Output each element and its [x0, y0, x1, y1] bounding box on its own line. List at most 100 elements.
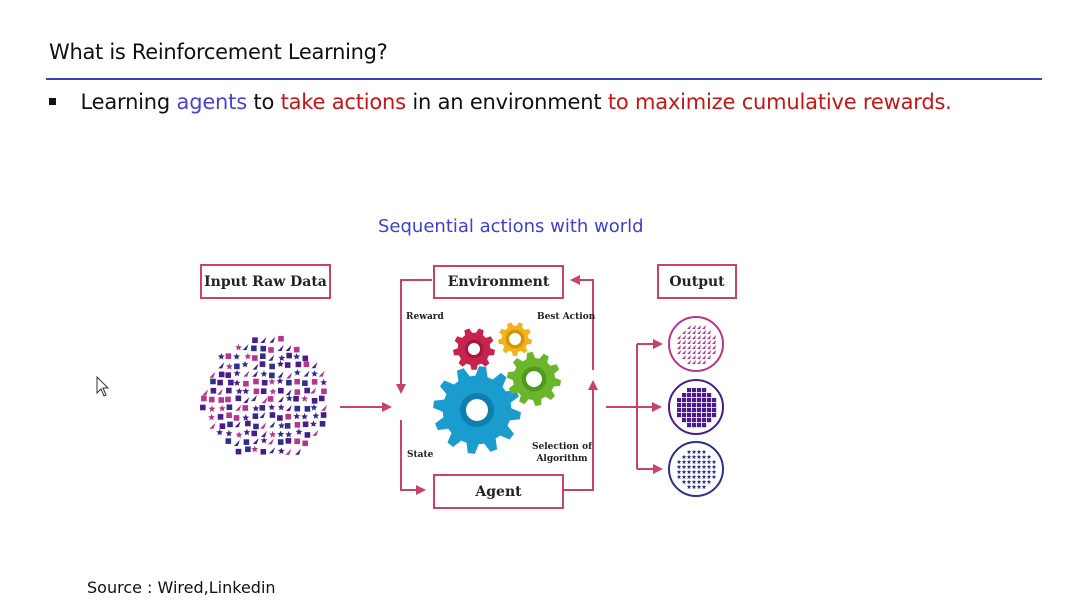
cluster-square [303, 361, 310, 368]
source-citation: Source : Wired,Linkedin [87, 578, 276, 597]
cluster-star [320, 378, 328, 386]
mouse-cursor-icon [96, 375, 110, 397]
output-mark [692, 388, 697, 393]
cluster-star [311, 370, 318, 377]
output-mark [692, 340, 696, 344]
cluster-arrow [269, 336, 276, 343]
output-mark [702, 393, 707, 398]
cluster-square [269, 372, 275, 379]
cluster-square [268, 347, 274, 353]
output-mark [706, 464, 712, 469]
cluster-arrow [209, 422, 216, 429]
cluster-square [225, 438, 232, 444]
cluster-star [295, 428, 303, 435]
slide-title: What is Reinforcement Learning? [49, 40, 388, 64]
output-mark [687, 418, 692, 423]
cluster-square [293, 346, 300, 353]
cluster-star [243, 428, 251, 436]
output-mark [691, 449, 697, 454]
output-mark [687, 345, 691, 349]
cluster-arrow [285, 405, 292, 412]
cluster-square [293, 395, 299, 402]
output-mark [686, 469, 692, 474]
output-mark [686, 459, 692, 464]
output-mark [706, 474, 712, 479]
output-mark [697, 330, 701, 334]
output-mark [692, 350, 696, 354]
output-mark [702, 398, 707, 403]
cluster-square [294, 438, 300, 445]
cluster-square [253, 388, 260, 395]
output-mark [702, 330, 706, 334]
output-mark [701, 479, 707, 484]
agent-box: Agent [433, 474, 564, 509]
output-mark [701, 474, 707, 479]
output-mark [687, 403, 692, 408]
output-mark [682, 350, 686, 354]
output-mark [712, 345, 716, 349]
cluster-square [302, 380, 308, 386]
output-mark [691, 474, 697, 479]
output-mark [697, 335, 701, 339]
output-mark [697, 403, 702, 408]
bullet-marker [49, 97, 56, 105]
cluster-square [259, 405, 266, 411]
cluster-square [253, 423, 259, 430]
cluster-square [225, 372, 232, 378]
output-mark [676, 464, 682, 469]
cluster-square [252, 413, 259, 419]
output-mark [701, 459, 707, 464]
cluster-square [251, 345, 257, 352]
cluster-arrow [285, 448, 292, 455]
output-mark [712, 398, 717, 403]
cluster-square [227, 421, 233, 428]
cluster-star [235, 343, 242, 351]
output-mark [677, 403, 682, 408]
output-mark [677, 335, 681, 339]
cluster-square [302, 440, 308, 447]
diagram-caption: Sequential actions with world [378, 216, 644, 237]
cluster-arrow [277, 396, 284, 403]
cluster-star [251, 445, 259, 453]
cluster-square [321, 388, 327, 395]
output-mark [701, 464, 707, 469]
cluster-star [268, 378, 276, 385]
cluster-arrow [234, 421, 241, 428]
output-mark [686, 449, 692, 454]
cluster-arrow [277, 344, 284, 351]
output-mark [711, 459, 717, 464]
output-mark [712, 340, 716, 344]
gear-hole [468, 343, 480, 355]
cluster-square [284, 423, 291, 429]
cluster-arrow [295, 448, 302, 455]
cluster-square [260, 448, 267, 455]
output-mark [692, 360, 696, 364]
best-action-arrow [570, 275, 594, 370]
output-mark [696, 484, 702, 489]
output-mark [702, 350, 706, 354]
cluster-star [241, 360, 249, 368]
cluster-square [295, 361, 302, 368]
cluster-square [200, 404, 206, 411]
cluster-square [286, 352, 292, 359]
cluster-square [252, 355, 258, 361]
selection-of-algorithm-label: Selection of Algorithm [530, 441, 594, 465]
cluster-star [216, 428, 224, 436]
output-mark [707, 398, 712, 403]
cluster-star [278, 447, 285, 454]
output-mark [692, 403, 697, 408]
cluster-square [245, 420, 251, 427]
cluster-arrow [218, 362, 225, 369]
output-mark [697, 398, 702, 403]
cluster-square [267, 396, 274, 402]
output-mark [697, 423, 702, 428]
cluster-arrow [318, 370, 325, 377]
output-mark [682, 418, 687, 423]
reward-label: Reward [406, 312, 444, 322]
output-mark [692, 325, 696, 329]
cluster-arrow [259, 412, 266, 419]
output-mark [702, 355, 706, 359]
cluster-arrow [269, 447, 276, 454]
cluster-square [226, 387, 232, 394]
